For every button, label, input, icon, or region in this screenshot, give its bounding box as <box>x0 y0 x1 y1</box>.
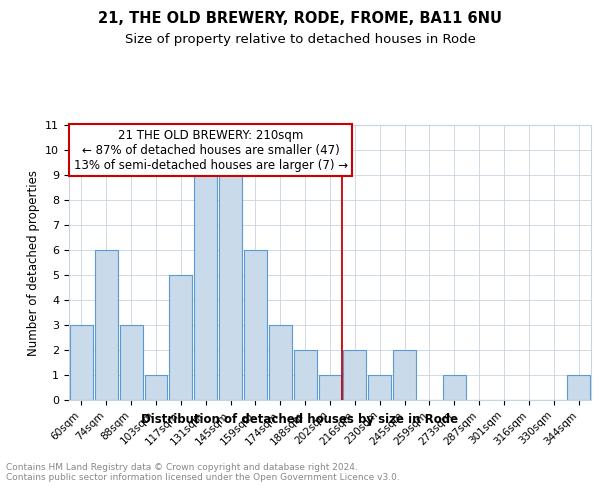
Y-axis label: Number of detached properties: Number of detached properties <box>27 170 40 356</box>
Text: 21 THE OLD BREWERY: 210sqm
← 87% of detached houses are smaller (47)
13% of semi: 21 THE OLD BREWERY: 210sqm ← 87% of deta… <box>74 128 348 172</box>
Bar <box>443 375 466 400</box>
Bar <box>70 325 93 400</box>
Bar <box>319 375 341 400</box>
Bar <box>219 175 242 400</box>
Bar <box>95 250 118 400</box>
Bar <box>194 175 217 400</box>
Bar <box>567 375 590 400</box>
Text: Contains HM Land Registry data © Crown copyright and database right 2024.
Contai: Contains HM Land Registry data © Crown c… <box>6 462 400 482</box>
Bar <box>393 350 416 400</box>
Bar <box>145 375 167 400</box>
Bar <box>343 350 366 400</box>
Bar <box>244 250 267 400</box>
Bar <box>269 325 292 400</box>
Bar <box>368 375 391 400</box>
Text: 21, THE OLD BREWERY, RODE, FROME, BA11 6NU: 21, THE OLD BREWERY, RODE, FROME, BA11 6… <box>98 11 502 26</box>
Bar <box>294 350 317 400</box>
Text: Distribution of detached houses by size in Rode: Distribution of detached houses by size … <box>142 412 458 426</box>
Bar <box>169 275 192 400</box>
Text: Size of property relative to detached houses in Rode: Size of property relative to detached ho… <box>125 32 475 46</box>
Bar <box>120 325 143 400</box>
